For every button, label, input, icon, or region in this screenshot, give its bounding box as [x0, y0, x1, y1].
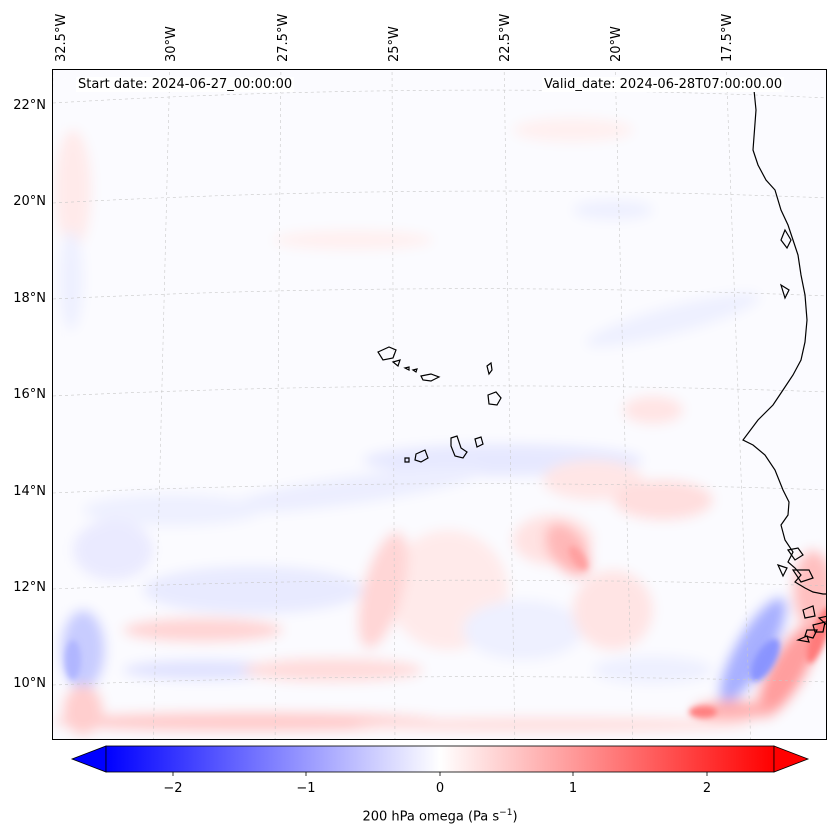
- colorbar-tick-marks: [172, 772, 708, 776]
- map-panel: [52, 69, 827, 740]
- graticule: [53, 70, 826, 739]
- lon-label-30w: 30°W: [164, 26, 179, 62]
- colorbar-min-extend: [70, 745, 107, 773]
- start-date-label: Start date: 2024-06-27_00:00:00: [76, 77, 295, 92]
- lat-label-16n: 16°N: [13, 387, 46, 402]
- valid-date-label: Valid_date: 2024-06-28T07:00:00.00: [542, 77, 785, 92]
- colorbar-tick-0: 0: [435, 781, 445, 796]
- colorbar-tick-2: 2: [702, 781, 712, 796]
- colorbar-tick-1: 1: [568, 781, 578, 796]
- cape-verde-islands: [377, 346, 502, 463]
- lat-label-20n: 20°N: [13, 194, 46, 209]
- colorbar-max-extend: [773, 745, 810, 773]
- lon-label-20w: 20°W: [609, 26, 624, 62]
- coastline: [742, 79, 826, 643]
- colorbar-label-exponent: −1: [499, 808, 513, 818]
- lat-label-10n: 10°N: [13, 676, 46, 691]
- colorbar-label-main: 200 hPa omega (Pa s: [362, 809, 500, 825]
- lat-label-12n: 12°N: [13, 580, 46, 595]
- lon-label-25w: 25°W: [387, 26, 402, 62]
- lat-label-18n: 18°N: [13, 291, 46, 306]
- colorbar-tick-neg2: −2: [163, 781, 183, 796]
- omega-shading-detail: [65, 546, 826, 718]
- lat-label-14n: 14°N: [13, 484, 46, 499]
- omega-field-map: [53, 70, 826, 739]
- colorbar-gradient: [105, 745, 775, 773]
- colorbar-label: 200 hPa omega (Pa s−1): [0, 808, 837, 824]
- lon-label-22-5w: 22.5°W: [498, 13, 513, 62]
- colorbar-tick-neg1: −1: [296, 781, 316, 796]
- lon-label-17-5w: 17.5°W: [720, 13, 735, 62]
- lat-label-22n: 22°N: [13, 98, 46, 113]
- lon-label-27-5w: 27.5°W: [276, 13, 291, 62]
- colorbar: [70, 745, 810, 776]
- colorbar-label-tail: ): [512, 809, 518, 825]
- omega-shading: [53, 70, 826, 739]
- lon-label-32-5w: 32.5°W: [54, 13, 69, 62]
